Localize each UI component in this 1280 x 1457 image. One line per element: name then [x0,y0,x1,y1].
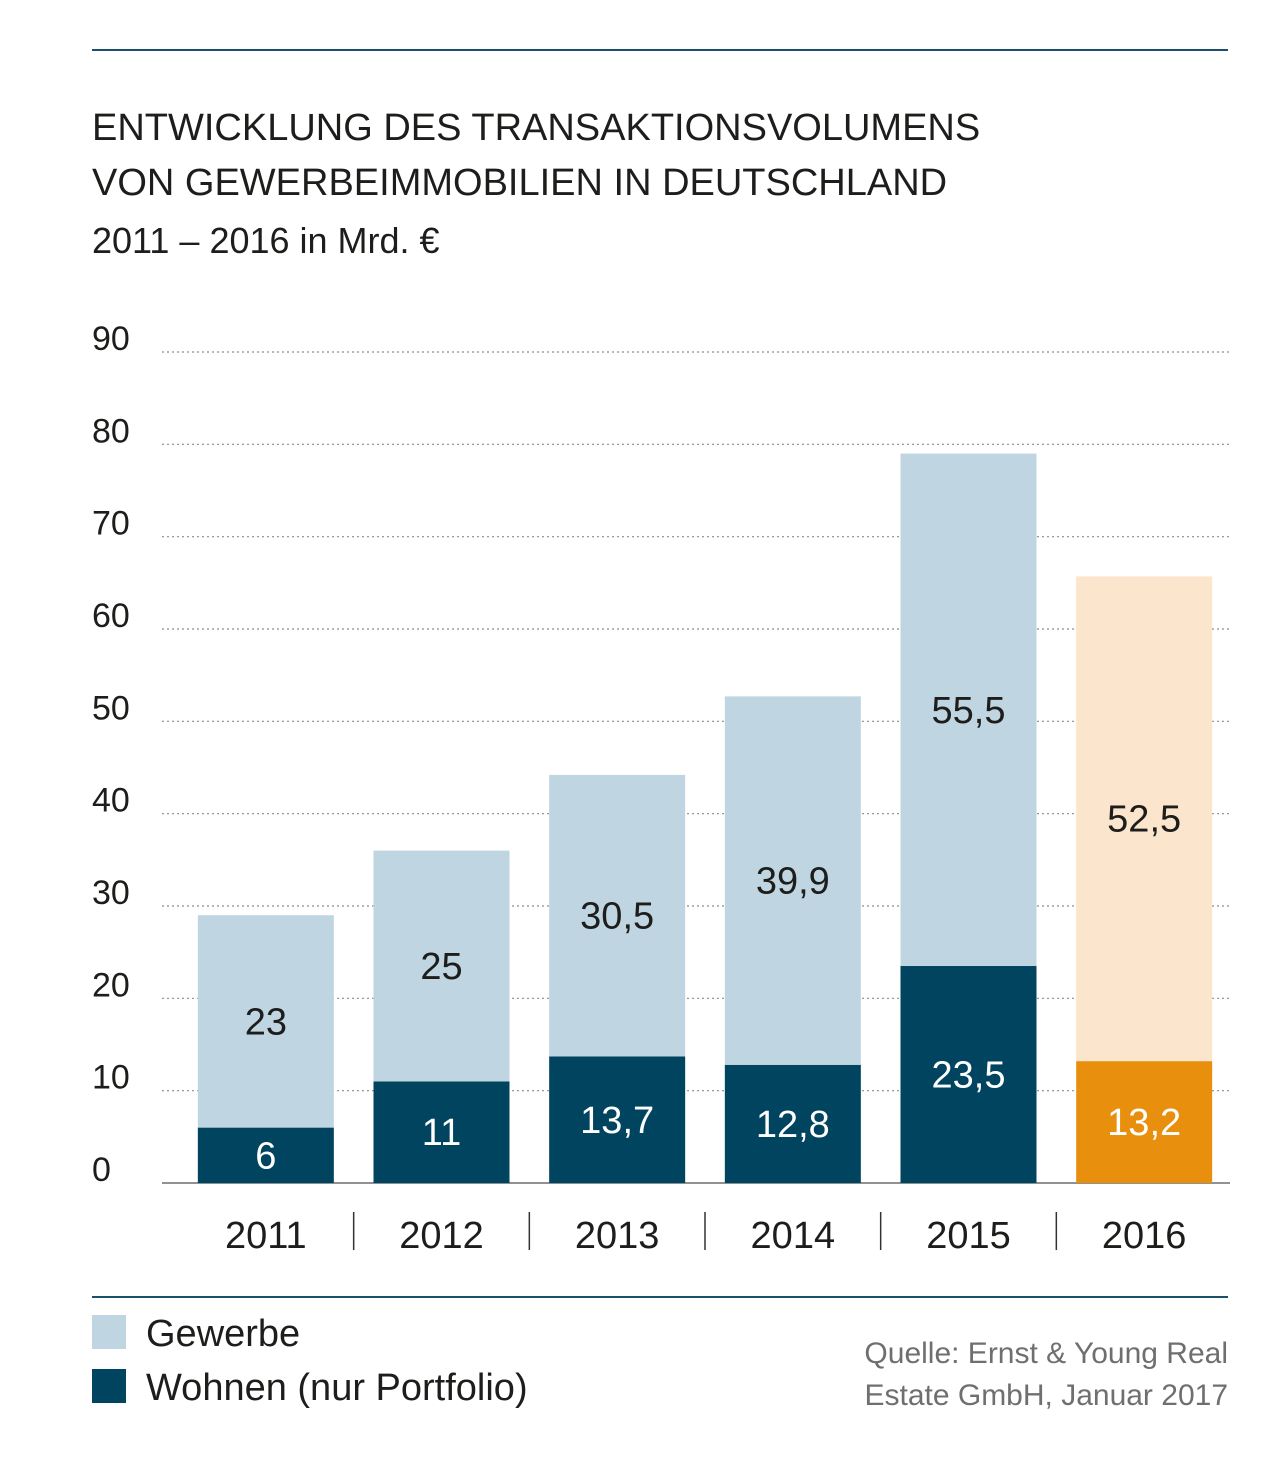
y-tick-label: 10 [92,1059,130,1097]
legend-swatch-gewerbe [92,1315,126,1349]
x-tick-label: 2015 [926,1215,1011,1257]
y-tick-label: 50 [92,689,130,727]
data-label: 23 [245,1001,287,1043]
source-line-1: Quelle: Ernst & Young Real [864,1337,1228,1370]
bar-segment [549,1056,686,1183]
data-label: 30,5 [580,896,654,938]
gridlines [162,351,1230,1184]
chart-title-line-1: ENTWICKLUNG DES TRANSAKTIONSVOLUMENS [92,107,980,149]
data-label: 12,8 [756,1104,830,1146]
x-tick-label: 2013 [575,1215,660,1257]
x-tick-label: 2016 [1102,1215,1187,1257]
y-tick-label: 60 [92,597,130,635]
data-label: 52,5 [1107,799,1181,841]
data-label: 13,7 [580,1100,654,1142]
legend-label-gewerbe: Gewerbe [146,1313,300,1355]
chart-subtitle: 2011 – 2016 in Mrd. € [92,220,440,261]
data-label: 6 [255,1135,276,1177]
data-label: 23,5 [932,1055,1006,1097]
bar-segment [197,1127,334,1183]
y-tick-label: 40 [92,782,130,820]
y-tick-label: 0 [92,1151,111,1189]
y-tick-label: 70 [92,505,130,543]
data-label: 55,5 [932,690,1006,732]
data-label: 13,2 [1107,1102,1181,1144]
bar-segment [549,774,686,1057]
x-tick-label: 2011 [225,1215,307,1257]
data-label: 25 [420,946,462,988]
bars [197,453,1213,1183]
y-tick-label: 30 [92,874,130,912]
chart-title-line-2: VON GEWERBEIMMOBILIEN IN DEUTSCHLAND [92,162,947,204]
x-axis: 2011 2012 2013 2014 2015 2016 [225,1212,1186,1257]
legend-label-wohnen: Wohnen (nur Portfolio) [146,1367,528,1409]
legend: Gewerbe Wohnen (nur Portfolio) [92,1313,528,1409]
x-tick-label: 2012 [399,1215,484,1257]
bar-segment [724,1064,861,1183]
bar-segment [1076,1061,1213,1183]
bar-segment [1076,576,1213,1062]
y-tick-label: 80 [92,412,130,450]
source-line-2: Estate GmbH, Januar 2017 [864,1379,1228,1412]
data-labels: 6 23 11 25 13,7 30,5 12,8 39,9 23,5 55,5 13,2 52,5 [245,690,1181,1178]
legend-swatch-wohnen [92,1369,126,1403]
bar-segment [724,696,861,1065]
bar-segment [900,453,1037,967]
y-tick-label: 90 [92,320,130,358]
bar-segment [197,915,334,1128]
data-label: 39,9 [756,861,830,903]
x-tick-label: 2014 [751,1215,836,1257]
bar-segment [900,966,1037,1183]
data-label: 11 [422,1112,461,1154]
y-axis-ticks: 0 10 20 30 40 50 60 70 80 90 [92,320,130,1189]
bar-segment [373,850,510,1082]
bar-segment [373,1081,510,1183]
y-tick-label: 20 [92,966,130,1004]
